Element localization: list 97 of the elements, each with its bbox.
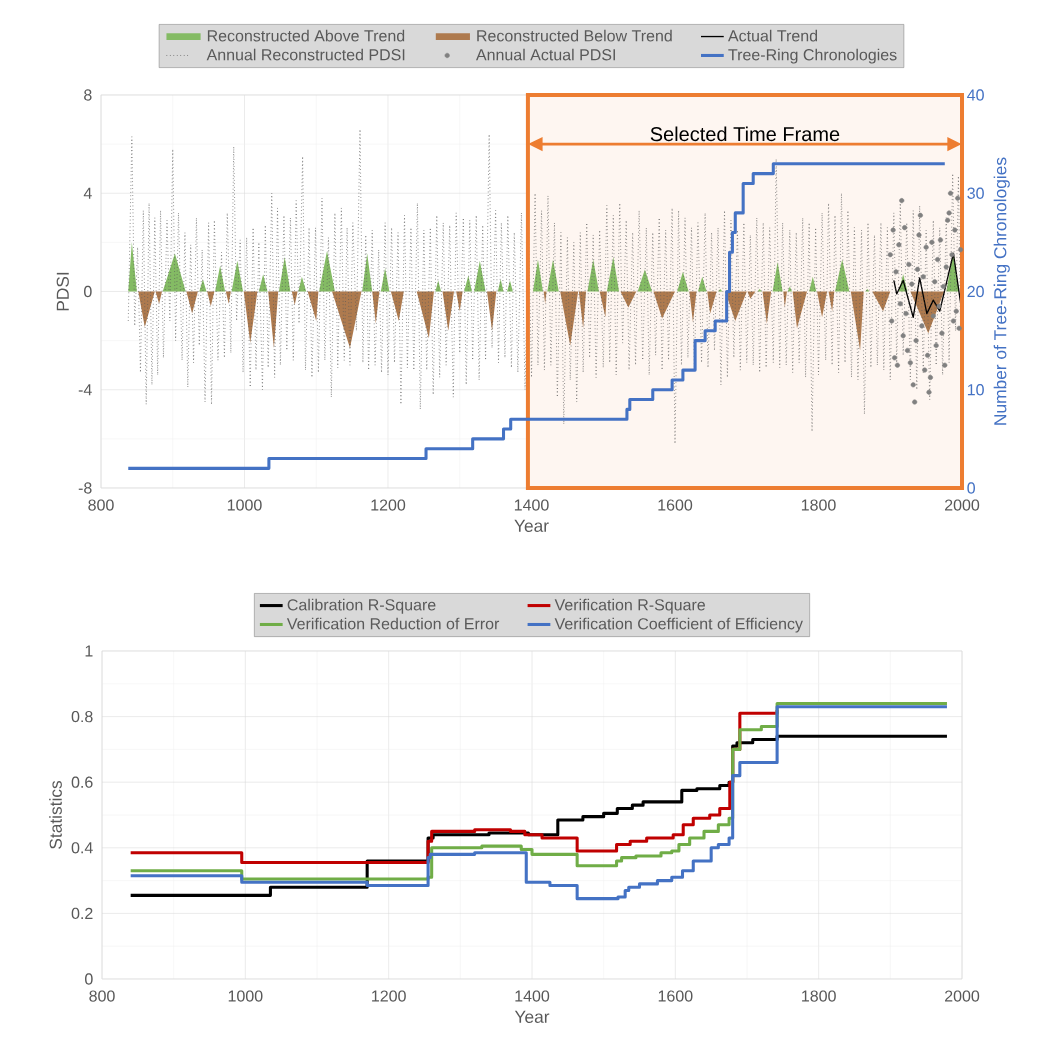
point	[946, 210, 952, 216]
point	[958, 247, 964, 253]
legend-label: Tree-Ring Chronologies	[728, 48, 897, 64]
x-tick-label: 1000	[227, 499, 262, 511]
y-tick-label: 8	[84, 89, 92, 101]
y-tick-label: 0.2	[71, 907, 93, 920]
y2-tick-label: 30	[967, 187, 984, 199]
point	[897, 301, 903, 307]
point	[949, 252, 955, 258]
y-tick-label: 0.4	[71, 842, 93, 854]
point	[917, 212, 923, 218]
point	[913, 338, 919, 344]
x-tick-label: 800	[88, 499, 114, 511]
y-tick-label: -4	[78, 384, 92, 396]
band-label: Selected Time Frame	[650, 126, 840, 142]
x-axis-title: Year	[514, 519, 549, 532]
point	[942, 362, 948, 368]
x-tick-label: 1800	[801, 499, 836, 511]
y-tick-label: 0.6	[71, 776, 93, 788]
point	[933, 343, 939, 349]
legend-label: Reconstructed Above Trend	[207, 29, 405, 42]
point	[937, 237, 944, 243]
point	[926, 389, 932, 395]
y-tick-label: -8	[78, 482, 92, 494]
x-tick-label: 1400	[514, 499, 549, 511]
x-tick-label: 1800	[802, 990, 836, 1002]
y-axis-title: PDSI	[56, 272, 69, 311]
y2-tick-label: 20	[967, 285, 984, 298]
point	[903, 311, 909, 317]
point	[909, 281, 915, 287]
point	[952, 227, 958, 233]
point	[902, 225, 908, 231]
legend-label: Actual Trend	[727, 29, 818, 42]
point	[920, 274, 926, 280]
point	[919, 323, 925, 329]
point	[914, 266, 921, 272]
point	[899, 198, 905, 204]
legend-label: Calibration R-Square	[287, 598, 436, 614]
x-tick-label: 2000	[945, 499, 980, 511]
point	[923, 244, 929, 250]
legend-label: Annual Reconstructed PDSI	[206, 48, 405, 61]
point	[929, 239, 935, 245]
point	[932, 279, 938, 285]
point	[940, 284, 946, 290]
point	[907, 360, 913, 366]
line-series	[127, 128, 961, 445]
y2-tick-label: 40	[967, 89, 984, 101]
point	[906, 261, 912, 268]
point	[927, 374, 933, 380]
point	[956, 325, 962, 331]
point	[912, 399, 918, 405]
x-tick-label: 800	[89, 990, 115, 1002]
point	[936, 303, 942, 309]
point	[893, 269, 899, 275]
point	[935, 257, 941, 263]
y-tick-label: 0	[85, 973, 93, 985]
point	[953, 308, 959, 314]
x-tick-label: 1200	[372, 990, 406, 1002]
y-axis-title: Statistics	[49, 780, 62, 849]
y-tick-label: 4	[83, 187, 92, 199]
y-tick-label: 0	[84, 285, 92, 298]
point	[955, 195, 961, 201]
legend-label: Verification Reduction of Error	[286, 617, 500, 630]
point	[916, 232, 922, 238]
x-tick-label: 1600	[658, 499, 693, 511]
x-tick-label: 1000	[228, 990, 263, 1002]
point	[943, 264, 949, 270]
point	[904, 347, 911, 353]
legend-label: Verification Coefficient of Efficiency	[554, 617, 803, 633]
point	[900, 333, 906, 339]
y2-axis-title: Number of Tree-Ring Chronologies	[993, 157, 1010, 425]
y-tick-label: 0.8	[71, 710, 93, 723]
point	[892, 355, 898, 361]
legend-label: Reconstructed Below Trend	[477, 29, 672, 42]
point	[939, 330, 945, 336]
point	[945, 217, 951, 223]
x-tick-label: 1600	[658, 990, 693, 1002]
point	[925, 352, 931, 358]
legend-label: Annual Actual PDSI	[475, 48, 615, 61]
y2-tick-label: 0	[967, 482, 975, 494]
point	[896, 242, 902, 248]
x-tick-label: 2000	[945, 990, 980, 1002]
x-tick-label: 1200	[371, 499, 406, 511]
point	[950, 318, 956, 324]
x-axis-title: Year	[514, 1010, 550, 1023]
point	[947, 190, 954, 196]
point	[910, 382, 916, 388]
point	[930, 313, 936, 319]
legend-label: Verification R-Square	[554, 598, 705, 614]
point	[889, 318, 895, 324]
y-tick-label: 1	[85, 645, 93, 657]
point	[922, 367, 928, 373]
y2-tick-label: 10	[967, 384, 984, 396]
point	[887, 252, 893, 258]
point	[894, 362, 900, 368]
point	[890, 227, 896, 233]
x-tick-label: 1400	[515, 990, 550, 1002]
